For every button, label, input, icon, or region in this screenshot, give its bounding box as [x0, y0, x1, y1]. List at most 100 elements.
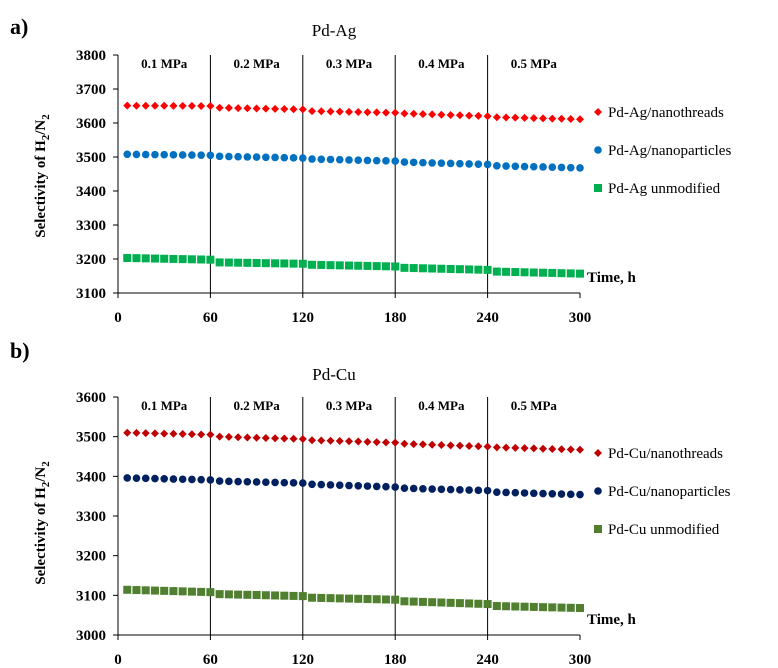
data-point-square [261, 259, 270, 268]
data-point-square [492, 602, 501, 611]
data-point-diamond [465, 441, 474, 450]
data-point-square [123, 253, 132, 262]
data-point-circle [566, 490, 575, 499]
legend-marker-circle [594, 146, 602, 154]
data-point-diamond [511, 443, 520, 452]
y-tick-label: 3100 [76, 286, 106, 302]
data-point-diamond [446, 441, 455, 450]
data-point-circle [409, 158, 418, 167]
data-point-square [529, 268, 538, 277]
pressure-label: 0.3 MPa [326, 398, 373, 413]
data-point-circle [326, 481, 335, 489]
data-point-square [326, 261, 335, 270]
y-tick-label: 3300 [76, 218, 106, 234]
y-tick-label: 3300 [76, 509, 106, 525]
data-point-diamond [566, 115, 575, 124]
pressure-label: 0.1 MPa [141, 56, 188, 71]
data-point-diamond [474, 442, 483, 451]
data-point-square [372, 595, 381, 604]
pressure-label: 0.5 MPa [511, 398, 558, 413]
data-point-square [289, 259, 298, 268]
data-point-square [317, 593, 326, 602]
data-point-square [391, 262, 400, 271]
data-point-circle [400, 158, 409, 166]
data-point-diamond [492, 113, 501, 122]
data-point-circle [299, 479, 307, 487]
data-point-circle [123, 474, 132, 482]
data-point-diamond [280, 434, 289, 443]
x-tick-label: 0 [114, 652, 122, 668]
data-point-diamond [548, 114, 557, 123]
data-point-diamond [206, 102, 215, 110]
data-point-square [354, 594, 363, 603]
data-point-circle [474, 160, 483, 169]
data-point-diamond [298, 105, 307, 114]
data-point-diamond [234, 104, 243, 113]
data-point-circle [345, 481, 353, 490]
y-tick-label: 3600 [76, 116, 106, 132]
data-point-circle [123, 150, 132, 159]
data-point-square [234, 258, 243, 267]
data-point-square [576, 269, 584, 278]
data-point-circle [335, 481, 344, 489]
data-point-circle [576, 164, 584, 172]
data-point-diamond [492, 443, 501, 452]
data-point-square [280, 591, 289, 600]
data-point-square [308, 593, 317, 602]
data-point-circle [289, 154, 298, 162]
data-point-square [437, 598, 446, 607]
data-point-circle [391, 157, 400, 165]
data-point-square [409, 264, 418, 273]
data-point-circle [428, 485, 436, 493]
data-point-circle [419, 158, 427, 167]
data-point-square [132, 254, 141, 263]
data-point-square [345, 261, 353, 270]
y-tick-label: 3100 [76, 588, 106, 604]
data-point-square [520, 268, 529, 277]
y-tick-label: 3400 [76, 184, 106, 200]
x-axis-label-b: Time, h [587, 612, 637, 628]
panel-label-a: a) [10, 14, 28, 39]
data-point-square [548, 268, 557, 277]
data-point-circle [566, 163, 575, 172]
data-point-diamond [206, 430, 215, 439]
data-point-circle [520, 162, 529, 171]
data-point-diamond [418, 440, 427, 449]
x-tick-label: 300 [569, 652, 592, 668]
data-point-square [363, 595, 372, 604]
data-point-diamond [400, 439, 409, 448]
data-point-square [418, 597, 427, 606]
data-point-square [539, 603, 548, 612]
data-point-circle [372, 156, 381, 165]
data-point-diamond [539, 444, 548, 453]
data-point-circle [178, 151, 187, 159]
data-point-diamond [252, 104, 261, 113]
data-point-square [271, 259, 280, 268]
data-point-circle [576, 490, 584, 499]
data-point-square [141, 254, 150, 263]
data-point-diamond [150, 429, 159, 438]
x-tick-label: 60 [203, 652, 218, 668]
data-point-square [317, 260, 326, 269]
x-tick-label: 180 [384, 310, 407, 326]
data-point-square [206, 255, 215, 264]
data-point-square [418, 264, 427, 273]
data-point-square [455, 265, 464, 274]
data-point-diamond [529, 444, 538, 453]
data-point-circle [539, 489, 547, 498]
data-point-circle [511, 488, 520, 497]
panel-label-b: b) [10, 338, 30, 363]
data-point-circle [530, 489, 538, 498]
chart-title-b: Pd-Cu [312, 365, 356, 384]
data-point-circle [197, 151, 205, 159]
data-point-circle [557, 163, 566, 172]
data-point-circle [548, 163, 557, 171]
data-point-diamond [391, 108, 400, 117]
data-point-circle [151, 150, 159, 159]
data-point-square [169, 254, 178, 263]
data-point-square [576, 604, 584, 613]
data-point-square [178, 587, 187, 596]
legend-entry: Pd-Ag/nanothreads [608, 105, 724, 121]
data-point-diamond [345, 437, 353, 446]
x-tick-label: 180 [384, 652, 407, 668]
